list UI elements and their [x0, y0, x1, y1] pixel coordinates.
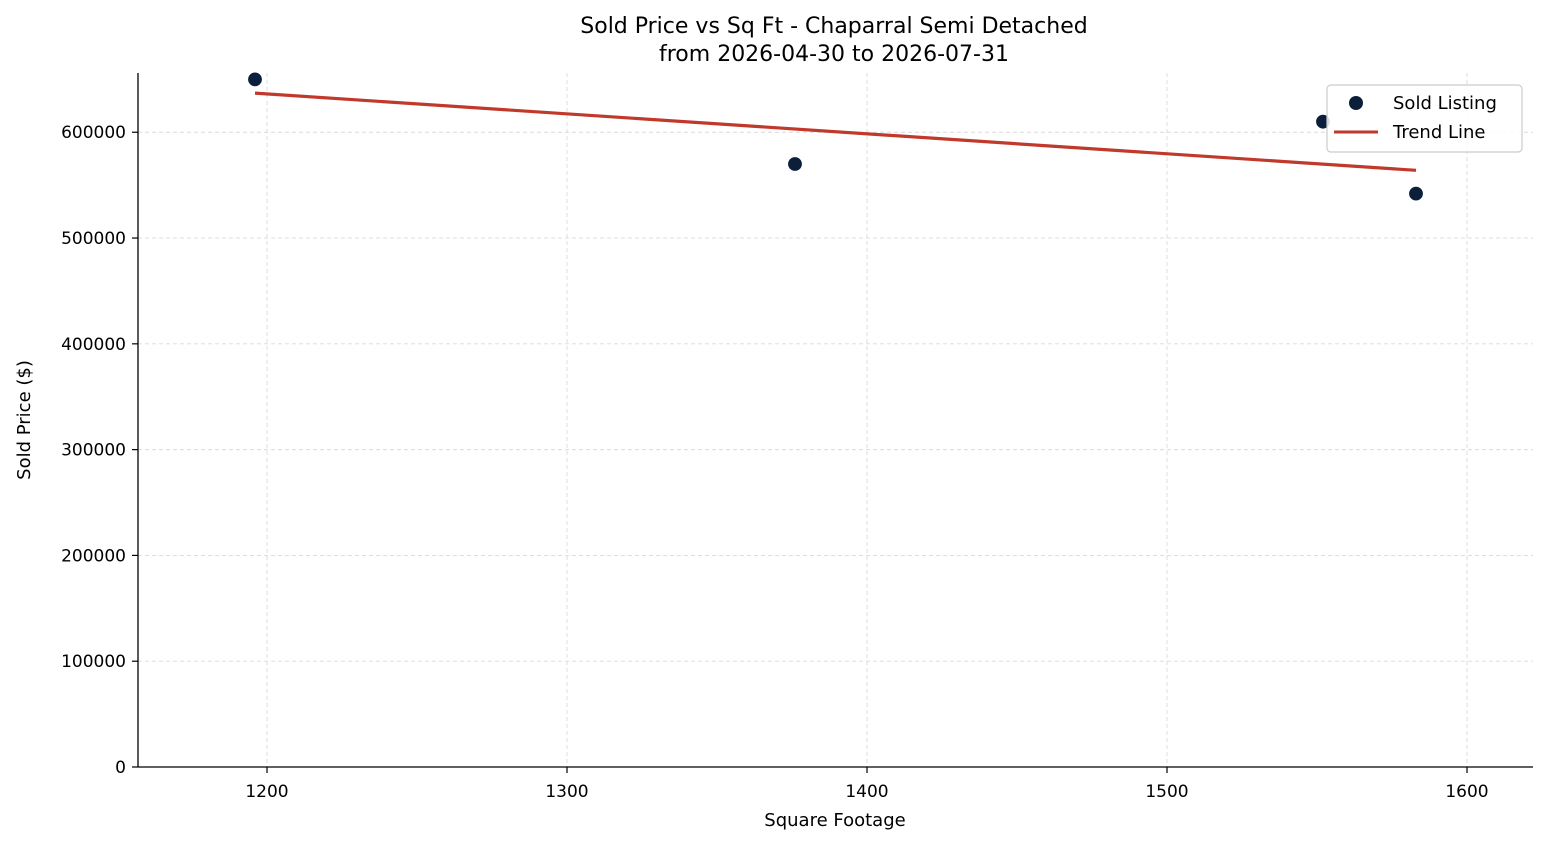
grid	[138, 73, 1533, 768]
trend-line	[254, 91, 1417, 172]
x-axis-ticks: 1200 1300 1400 1500 1600	[245, 767, 1489, 802]
y-tick-label: 400000	[61, 335, 126, 355]
chart-title: Sold Price vs Sq Ft - Chaparral Semi Det…	[580, 14, 1087, 39]
y-tick-label: 300000	[61, 441, 126, 461]
x-tick-label: 1600	[1445, 782, 1488, 802]
scatter-point	[786, 155, 804, 173]
y-axis-ticks: 0 100000 200000 300000 400000 500000 600000	[61, 123, 138, 778]
scatter-point	[246, 71, 264, 88]
scatter-points	[246, 71, 1425, 202]
y-tick-label: 500000	[61, 229, 126, 249]
legend-box	[1326, 84, 1523, 153]
y-tick-label: 0	[115, 758, 126, 778]
y-tick-label: 100000	[61, 652, 126, 672]
y-tick-label: 600000	[61, 123, 126, 143]
legend: Sold Listing Trend Line	[1326, 84, 1523, 153]
legend-sold-listing-label: Sold Listing	[1393, 93, 1497, 114]
y-axis-label: Sold Price ($)	[14, 360, 35, 480]
x-tick-label: 1200	[245, 782, 288, 802]
scatter-point	[1407, 185, 1425, 202]
legend-sold-listing-marker	[1349, 96, 1363, 110]
trend-line-layer	[254, 91, 1417, 172]
chart-subtitle: from 2026-04-30 to 2026-07-31	[659, 42, 1009, 67]
x-tick-label: 1500	[1145, 782, 1188, 802]
x-tick-label: 1300	[545, 782, 588, 802]
legend-trend-line-label: Trend Line	[1392, 122, 1486, 143]
x-axis-label: Square Footage	[764, 810, 905, 831]
y-tick-label: 200000	[61, 546, 126, 566]
x-tick-label: 1400	[845, 782, 888, 802]
